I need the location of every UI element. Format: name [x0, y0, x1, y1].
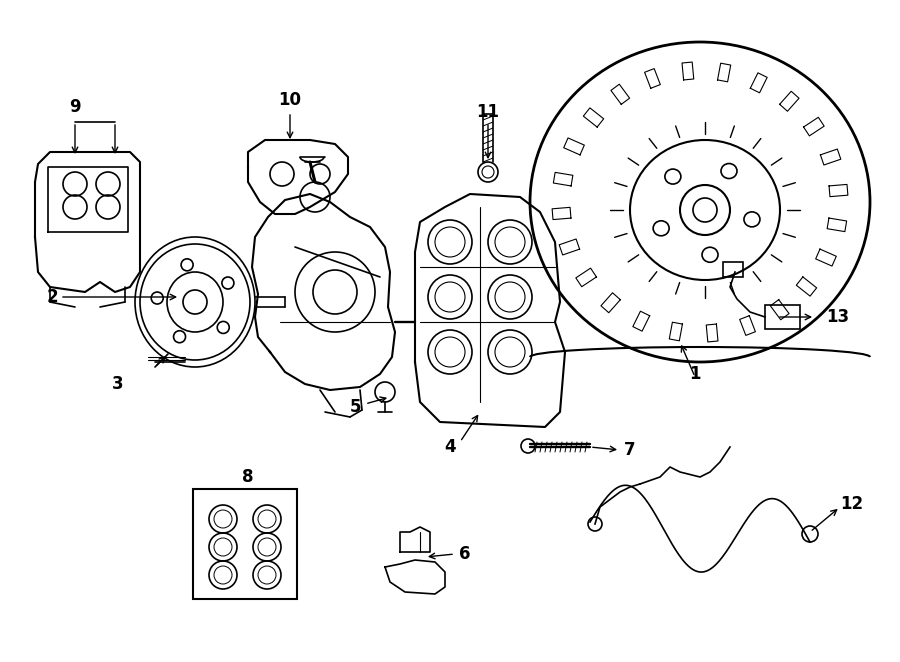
Text: 13: 13 [826, 308, 850, 326]
Text: 6: 6 [459, 545, 471, 563]
Text: 8: 8 [242, 468, 254, 486]
Text: 12: 12 [841, 495, 864, 513]
Text: 3: 3 [112, 375, 124, 393]
Text: 4: 4 [445, 438, 455, 456]
Bar [723, 262, 743, 277]
Text: 5: 5 [349, 398, 361, 416]
Bar [765, 305, 800, 329]
Text: 2: 2 [46, 288, 58, 306]
Text: 9: 9 [69, 98, 81, 116]
Text: 10: 10 [278, 91, 302, 109]
Text: 7: 7 [625, 441, 635, 459]
Text: 1: 1 [689, 365, 701, 383]
Text: 11: 11 [476, 103, 500, 121]
